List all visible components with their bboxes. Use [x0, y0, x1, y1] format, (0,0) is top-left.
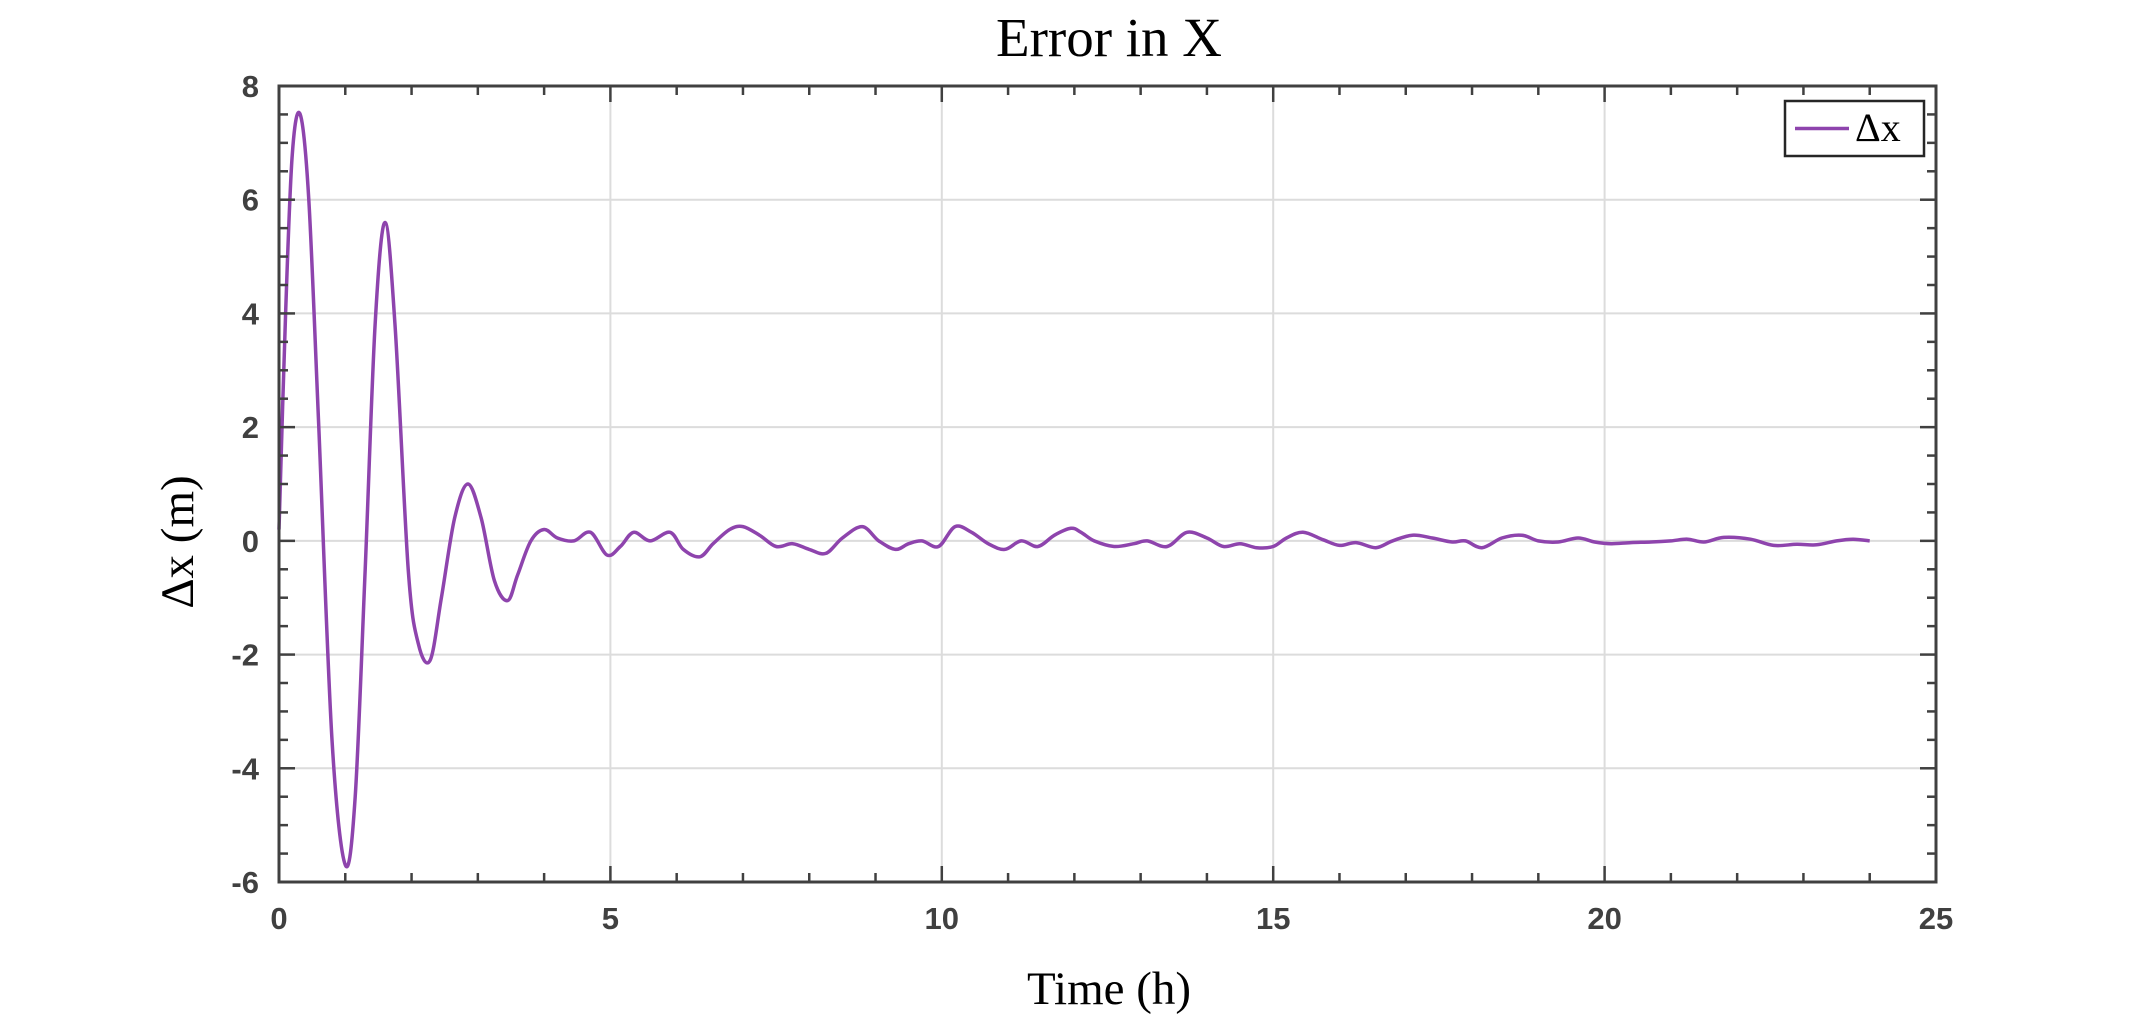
x-tick-label: 5: [602, 901, 619, 936]
x-tick-label: 25: [1919, 901, 1953, 936]
x-axis-label: Time (h): [1027, 963, 1191, 1015]
plot-frame: [277, 84, 1938, 884]
x-tick-label: 20: [1587, 901, 1621, 936]
axes-box: [277, 84, 1938, 884]
y-tick-label: 8: [242, 69, 259, 104]
legend-label: Δx: [1855, 105, 1901, 150]
y-axis-label: Δx (m): [152, 475, 204, 608]
legend: Δx: [1783, 99, 1926, 158]
y-tick-label: 2: [242, 410, 259, 445]
x-tick-label: 15: [1256, 901, 1290, 936]
axis-ticks: [277, 84, 1938, 884]
series-layer: [277, 110, 1870, 869]
y-tick-label: -6: [231, 865, 259, 900]
y-tick-label: 6: [242, 183, 259, 218]
y-tick-label: -4: [231, 751, 259, 786]
x-tick-label: 10: [925, 901, 959, 936]
series-line: [277, 110, 1870, 869]
y-tick-label: 0: [242, 524, 259, 559]
y-tick-label: -2: [231, 638, 259, 673]
grid: [279, 86, 1936, 882]
x-tick-label: 0: [270, 901, 287, 936]
y-tick-label: 4: [242, 296, 260, 331]
chart-title: Error in X: [996, 7, 1222, 68]
tick-labels: 0 5 10 15 20 25 -6 -4 -2 0 2 4 6 8: [231, 69, 1953, 936]
